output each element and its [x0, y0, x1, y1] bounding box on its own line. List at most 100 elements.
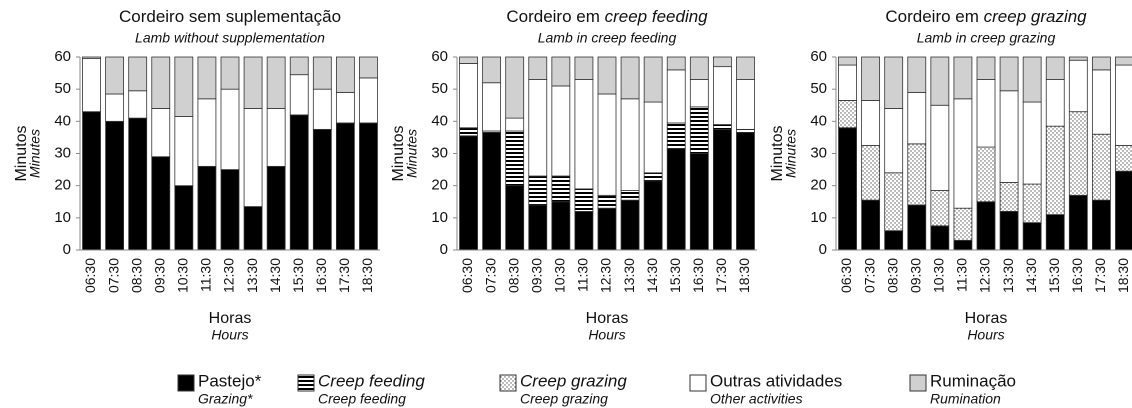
bar-segment — [289, 114, 309, 251]
x-tick-label: 14:30 — [267, 258, 283, 293]
bar-segment — [482, 56, 502, 84]
bar-segment — [335, 122, 355, 251]
bar-segment — [930, 190, 950, 227]
bar-segment — [861, 145, 881, 201]
bar-segment — [151, 56, 171, 109]
x-tick-label: 13:30 — [244, 258, 260, 293]
bar-segment — [884, 172, 904, 232]
x-tick-label: 18:30 — [736, 258, 752, 293]
legend-subname: Creep grazing — [520, 391, 608, 407]
chart-subtitle: Lamb in creep feeding — [538, 30, 677, 46]
x-tick-label: 15:30 — [1046, 258, 1062, 293]
x-tick-label: 11:30 — [575, 258, 591, 292]
bar-segment — [643, 56, 663, 103]
legend-swatch — [499, 374, 517, 392]
bar-segment — [312, 128, 332, 251]
bar-segment — [243, 108, 263, 207]
x-tick-label: 18:30 — [1115, 258, 1131, 293]
y-tick-label: 0 — [63, 241, 71, 258]
bar-segment — [930, 56, 950, 106]
chart-title: Cordeiro em creep grazing — [885, 7, 1087, 26]
bar-segment — [359, 56, 378, 79]
bar-segment — [884, 56, 904, 109]
bar-segment — [359, 122, 378, 251]
bar-segment — [1091, 199, 1111, 251]
bar-segment — [620, 199, 640, 251]
x-tick-label: 08:30 — [884, 258, 900, 293]
bar-segment — [884, 108, 904, 174]
x-tick-label: 16:30 — [1069, 258, 1085, 293]
bar-segment — [666, 56, 686, 71]
legend-subname: Other activities — [710, 391, 803, 407]
bar-segment — [838, 100, 857, 129]
legend-swatch — [909, 374, 927, 392]
bar-segment — [312, 88, 332, 130]
legend-name: Outras atividades — [710, 371, 842, 390]
bar-segment — [861, 199, 881, 251]
bar-segment — [1115, 145, 1132, 172]
bar-segment — [1022, 56, 1042, 103]
bar-segment — [1068, 56, 1088, 61]
y-tick-label: 20 — [810, 177, 827, 194]
x-tick-label: 14:30 — [644, 258, 660, 293]
bar-segment — [220, 169, 240, 251]
y-tick-label: 0 — [819, 241, 827, 258]
y-axis-label: Minutos — [13, 125, 30, 181]
x-tick-label: 16:30 — [313, 258, 329, 293]
x-tick-label: 08:30 — [128, 258, 144, 293]
x-axis-label-en: Hours — [588, 327, 625, 343]
bar-segment — [574, 79, 594, 190]
y-tick-label: 40 — [810, 112, 827, 129]
bar-segment — [459, 135, 478, 251]
bar-segment — [999, 56, 1019, 92]
y-tick-label: 0 — [440, 241, 448, 258]
bar-segment — [174, 116, 194, 187]
bar-segment — [1091, 56, 1111, 71]
bar-segment — [505, 185, 525, 251]
bar-segment — [359, 77, 378, 124]
bar-segment — [597, 93, 617, 196]
bar-segment — [528, 175, 548, 206]
bar-segment — [482, 82, 502, 132]
y-tick-label: 10 — [54, 209, 71, 226]
bar-segment — [551, 175, 571, 203]
bar-segment — [335, 56, 355, 93]
legend-name: Ruminação — [930, 371, 1016, 390]
bar-segment — [666, 148, 686, 251]
x-tick-label: 07:30 — [861, 258, 877, 293]
x-tick-label: 17:30 — [713, 258, 729, 293]
bar-segment — [1022, 101, 1042, 185]
x-tick-label: 07:30 — [482, 258, 498, 293]
bar-segment — [689, 106, 709, 154]
bar-segment — [220, 88, 240, 170]
y-tick-label: 50 — [54, 80, 71, 97]
bar-segment — [597, 56, 617, 95]
y-tick-label: 20 — [54, 177, 71, 194]
x-tick-label: 16:30 — [690, 258, 706, 293]
x-axis-label-en: Hours — [967, 327, 1004, 343]
x-tick-label: 12:30 — [221, 258, 237, 293]
bar-segment — [643, 180, 663, 251]
y-tick-label: 30 — [810, 144, 827, 161]
bar-segment — [1045, 79, 1065, 127]
y-axis-label: Minutos — [390, 125, 407, 181]
bar-segment — [884, 230, 904, 251]
bar-segment — [459, 63, 478, 129]
legend-name: Creep grazing — [520, 371, 627, 390]
bar-segment — [953, 98, 973, 209]
bar-segment — [266, 108, 286, 167]
bar-segment — [643, 172, 663, 182]
bar-segment — [1115, 56, 1132, 66]
bar-segment — [838, 64, 857, 101]
bar-segment — [838, 127, 857, 251]
bar-segment — [505, 130, 525, 187]
y-axis-label-en: Minutes — [783, 129, 799, 178]
y-tick-label: 30 — [54, 144, 71, 161]
bar-segment — [712, 128, 732, 251]
chart-title: Cordeiro em creep feeding — [506, 7, 708, 26]
x-tick-label: 17:30 — [1092, 258, 1108, 293]
bar-segment — [976, 79, 996, 148]
bar-segment — [976, 56, 996, 80]
bar-segment — [551, 85, 571, 177]
bar-segment — [1045, 214, 1065, 251]
